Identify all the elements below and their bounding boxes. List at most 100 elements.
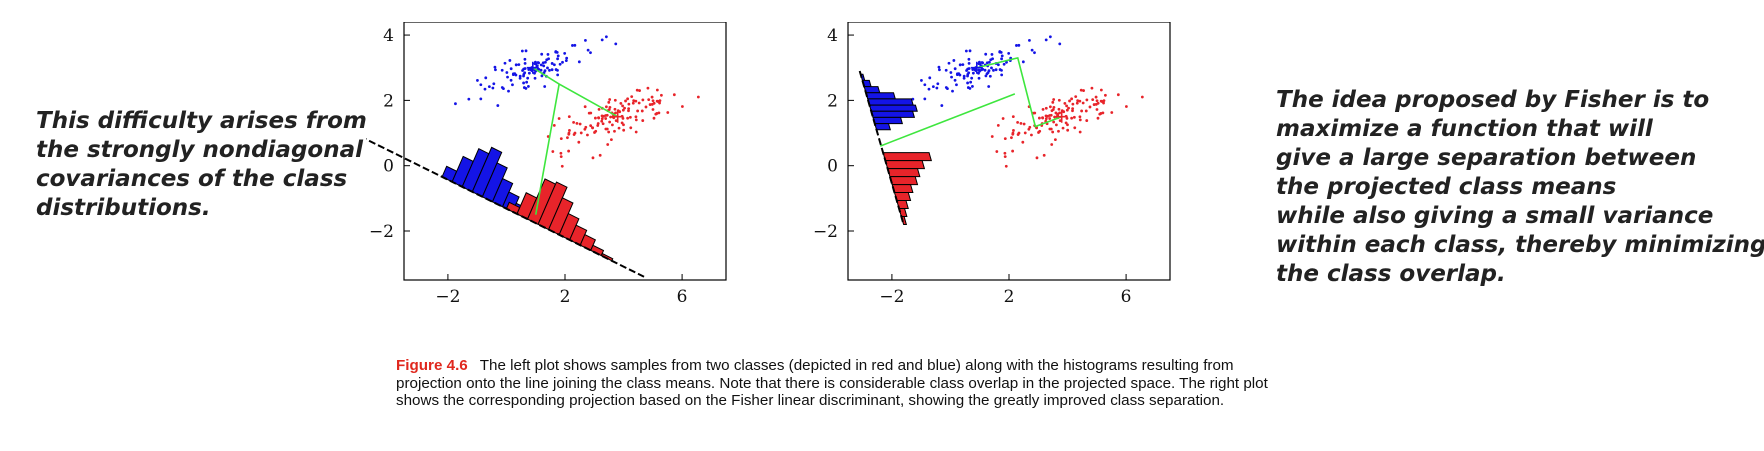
red-point — [600, 119, 604, 123]
red-point — [559, 137, 563, 141]
blue-point — [586, 48, 590, 52]
y-tick-label: 0 — [827, 157, 838, 177]
red-point — [1028, 125, 1032, 129]
y-tick-label: 2 — [383, 91, 394, 111]
blue-point — [543, 85, 547, 88]
blue-point — [533, 71, 536, 75]
red-point — [621, 104, 625, 108]
blue-point — [492, 82, 496, 86]
blue-point — [589, 51, 592, 55]
red-point — [593, 116, 597, 120]
blue-point — [467, 97, 471, 101]
blue-point — [920, 79, 923, 82]
red-point — [1085, 98, 1089, 102]
red-point — [600, 117, 604, 121]
blue-point — [546, 53, 550, 56]
red-point — [1054, 123, 1058, 127]
red-point — [1004, 164, 1008, 168]
red-point — [1070, 116, 1074, 120]
left-side-note: This difficulty arises from the strongly… — [36, 108, 367, 221]
blue-point — [509, 78, 513, 82]
red-point — [572, 120, 575, 124]
red-point — [1094, 95, 1098, 99]
red-point — [1074, 95, 1078, 99]
red-point — [627, 107, 631, 111]
red-point — [651, 99, 655, 103]
red-point — [596, 122, 600, 125]
red-point — [1050, 143, 1054, 146]
blue-point — [511, 83, 514, 87]
blue-point — [953, 78, 957, 82]
red-point — [1010, 136, 1013, 140]
mean-projection-line — [879, 93, 1016, 147]
blue-point — [971, 71, 975, 75]
red-point — [1048, 117, 1052, 120]
blue-mean-marker — [526, 61, 539, 74]
red-point — [1100, 100, 1104, 103]
blue-point — [962, 76, 966, 80]
red-histogram-bar — [882, 152, 933, 162]
red-point — [1078, 118, 1082, 122]
blue-point — [604, 35, 608, 39]
blue-point — [998, 68, 1002, 71]
red-point — [567, 132, 571, 136]
blue-point — [514, 73, 518, 77]
red-point — [597, 116, 601, 120]
red-point — [560, 164, 564, 168]
red-point — [1049, 127, 1053, 131]
blue-point — [527, 68, 531, 71]
blue-point — [483, 87, 487, 91]
red-point — [1058, 111, 1061, 115]
blue-point — [539, 68, 543, 72]
red-point — [601, 122, 605, 126]
red-point — [624, 99, 627, 103]
blue-point — [511, 73, 515, 77]
blue-point — [994, 68, 998, 72]
red-point — [1110, 111, 1114, 114]
blue-point — [533, 62, 537, 66]
red-point — [634, 115, 638, 119]
blue-point — [577, 60, 581, 64]
blue-point — [931, 85, 935, 89]
red-point — [1081, 101, 1085, 105]
blue-point — [522, 86, 526, 89]
red-point — [609, 138, 613, 142]
red-point — [1064, 121, 1068, 125]
blue-point — [527, 71, 531, 75]
red-point — [1080, 109, 1084, 113]
blue-point — [496, 104, 500, 107]
blue-point — [554, 68, 558, 71]
blue-point — [949, 71, 953, 74]
red-point — [990, 135, 994, 138]
red-point — [627, 102, 631, 106]
blue-histogram-bar — [874, 123, 891, 131]
red-point — [621, 116, 625, 120]
blue-point — [985, 61, 989, 65]
red-point — [1071, 107, 1075, 111]
blue-point — [546, 66, 549, 70]
blue-point — [988, 74, 992, 78]
red-point — [1068, 99, 1071, 103]
x-tick-label: 2 — [560, 287, 571, 307]
y-tick-label: 0 — [383, 157, 394, 177]
red-point — [591, 126, 594, 130]
y-tick-label: −2 — [369, 222, 394, 242]
red-point — [995, 150, 999, 153]
blue-point — [503, 61, 507, 65]
blue-point — [558, 62, 562, 66]
red-point — [1051, 130, 1055, 134]
red-point — [1044, 106, 1048, 110]
blue-point — [940, 104, 944, 107]
blue-point — [550, 68, 554, 72]
blue-point — [923, 97, 927, 101]
blue-point — [523, 67, 527, 70]
blue-point — [508, 59, 512, 62]
red-point — [1065, 116, 1069, 120]
blue-point — [986, 71, 990, 75]
red-point — [1016, 133, 1020, 136]
red-point — [635, 88, 639, 92]
red-point — [583, 105, 587, 109]
red-point — [1003, 151, 1007, 155]
red-point — [641, 98, 645, 102]
blue-histogram-bar — [872, 116, 904, 125]
